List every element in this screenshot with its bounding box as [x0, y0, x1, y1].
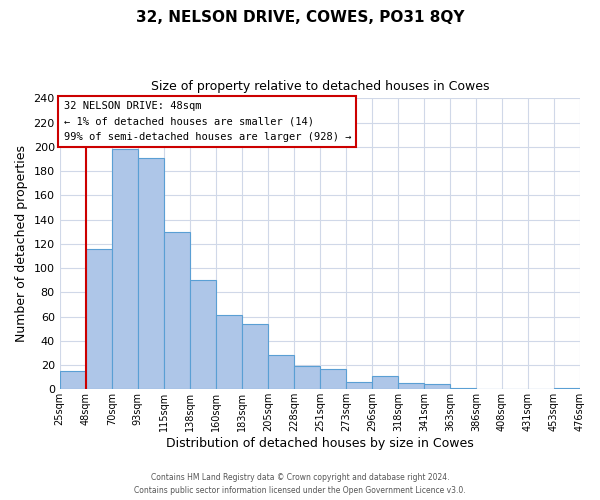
- Bar: [424, 384, 450, 390]
- Bar: [320, 368, 346, 390]
- Text: Contains HM Land Registry data © Crown copyright and database right 2024.
Contai: Contains HM Land Registry data © Crown c…: [134, 474, 466, 495]
- Bar: [190, 280, 216, 390]
- Bar: [138, 158, 164, 390]
- Bar: [294, 366, 320, 390]
- X-axis label: Distribution of detached houses by size in Cowes: Distribution of detached houses by size …: [166, 437, 474, 450]
- Bar: [112, 150, 138, 390]
- Text: 32, NELSON DRIVE, COWES, PO31 8QY: 32, NELSON DRIVE, COWES, PO31 8QY: [136, 10, 464, 25]
- Bar: [86, 248, 112, 390]
- Bar: [450, 388, 476, 390]
- Y-axis label: Number of detached properties: Number of detached properties: [15, 146, 28, 342]
- Title: Size of property relative to detached houses in Cowes: Size of property relative to detached ho…: [151, 80, 489, 93]
- Bar: [216, 316, 242, 390]
- Text: 32 NELSON DRIVE: 48sqm
← 1% of detached houses are smaller (14)
99% of semi-deta: 32 NELSON DRIVE: 48sqm ← 1% of detached …: [64, 101, 351, 142]
- Bar: [59, 371, 86, 390]
- Bar: [268, 356, 294, 390]
- Bar: [242, 324, 268, 390]
- Bar: [554, 388, 580, 390]
- Bar: [372, 376, 398, 390]
- Bar: [398, 383, 424, 390]
- Bar: [164, 232, 190, 390]
- Bar: [346, 382, 372, 390]
